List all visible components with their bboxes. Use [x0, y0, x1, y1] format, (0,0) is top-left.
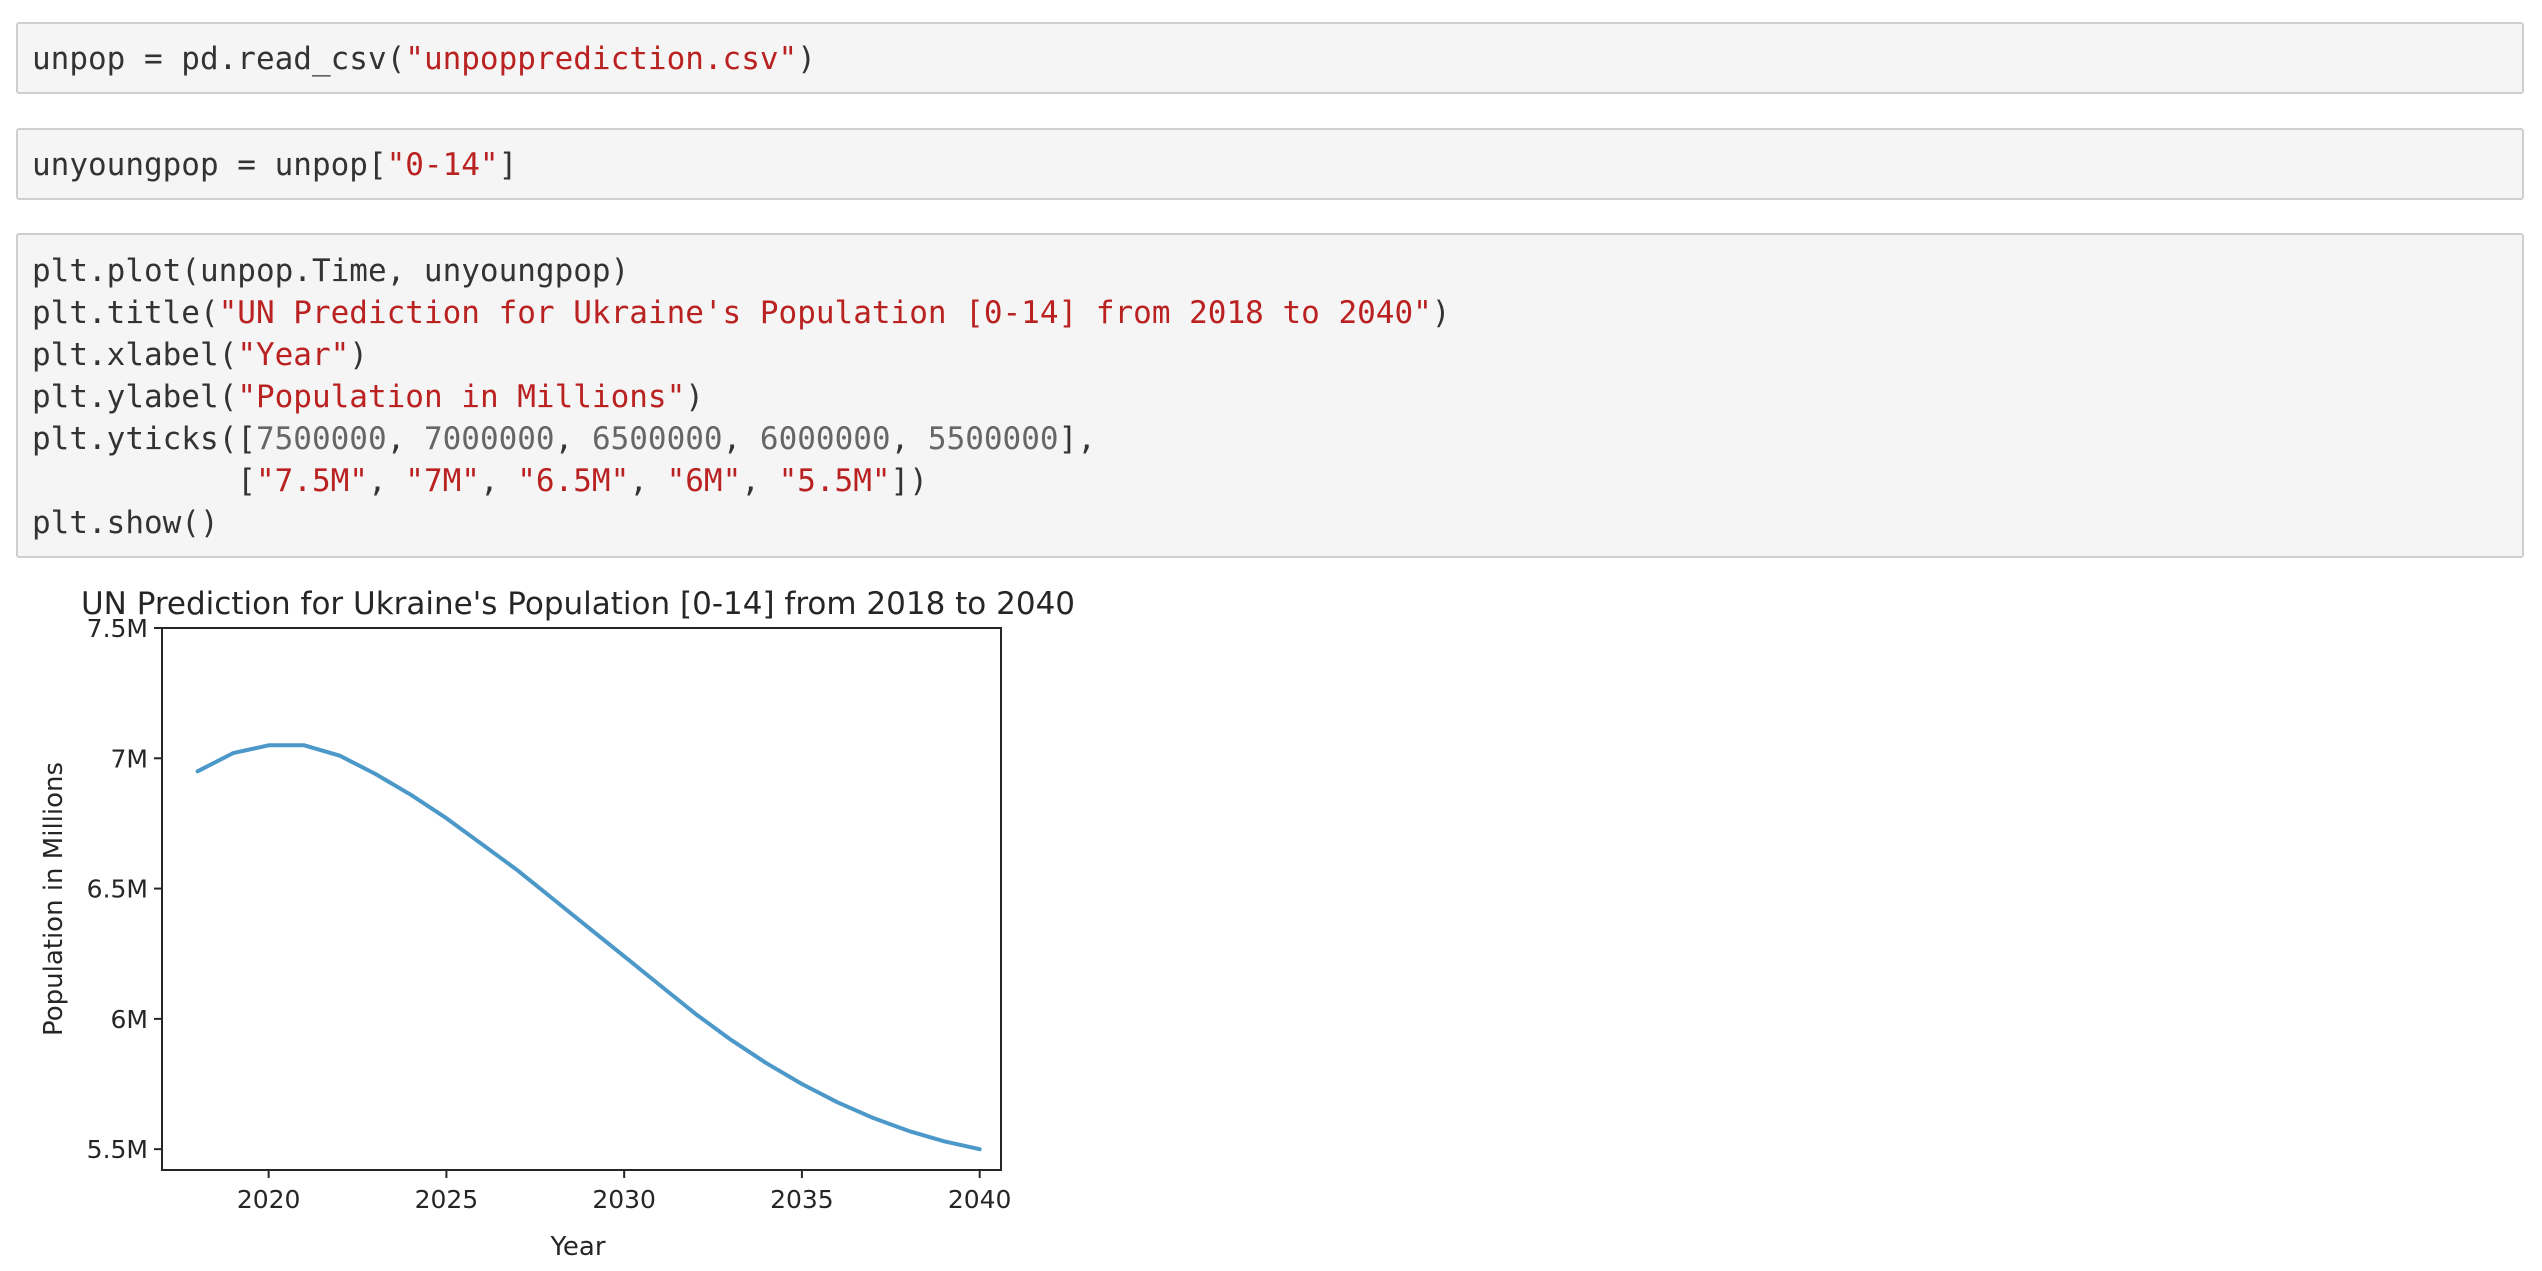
y-tick-label: 6.5M — [87, 875, 148, 904]
code-token: ] — [498, 147, 518, 183]
code-line: plt.show() — [32, 502, 2522, 544]
code-token: ) — [685, 379, 704, 415]
code-token: , — [479, 463, 518, 499]
plot-area — [161, 627, 1002, 1171]
code-token: "Population in Millions" — [237, 379, 686, 415]
code-editor[interactable]: plt.plot(unpop.Time, unyoungpop) plt.titl… — [18, 235, 2522, 544]
code-line: unpop = pd.read_csv("unpopprediction.csv… — [32, 38, 2522, 80]
code-token: "7M" — [405, 463, 480, 499]
code-token: "unpopprediction.csv" — [405, 41, 798, 77]
code-token: "UN Prediction for Ukraine's Population … — [218, 295, 1432, 331]
y-tick-label: 7.5M — [87, 614, 148, 643]
code-token: unyoungpop = unpop[ — [32, 147, 387, 183]
code-token: 7500000 — [255, 421, 387, 457]
line-chart: UN Prediction for Ukraine's Population [… — [39, 586, 1075, 1262]
x-tick-label: 2025 — [415, 1185, 479, 1214]
code-token: plt.yticks([ — [32, 421, 256, 457]
code-cell-plot[interactable]: plt.plot(unpop.Time, unyoungpop) plt.titl… — [16, 233, 2524, 558]
code-token: "7.5M" — [255, 463, 368, 499]
code-token: ) — [349, 337, 368, 373]
x-tick-label: 2040 — [948, 1185, 1012, 1214]
x-axis-label: Year — [549, 1232, 605, 1262]
code-line: plt.plot(unpop.Time, unyoungpop) — [32, 250, 2522, 292]
code-token: "0-14" — [386, 147, 499, 183]
code-editor[interactable]: unpop = pd.read_csv("unpopprediction.csv… — [18, 24, 2522, 80]
x-axis: 2020 2025 2030 2035 2040 — [237, 1170, 1012, 1214]
code-line: ["7.5M", "7M", "6.5M", "6M", "5.5M"]) — [32, 460, 2522, 502]
code-token: ], — [1058, 421, 1096, 457]
code-line: unyoungpop = unpop["0-14"] — [32, 144, 2522, 186]
code-token: 6500000 — [591, 421, 723, 457]
code-token: "6M" — [666, 463, 742, 499]
x-tick-label: 2035 — [770, 1185, 834, 1214]
code-token: "6.5M" — [517, 463, 630, 499]
series-line — [195, 743, 982, 1152]
code-token: ) — [1431, 295, 1451, 331]
code-editor[interactable]: unyoungpop = unpop["0-14"] — [18, 130, 2522, 186]
y-axis-label: Population in Millions — [39, 762, 69, 1036]
code-token: , — [554, 421, 592, 457]
code-token: unpop = pd.read_csv( — [32, 41, 406, 77]
code-line: plt.ylabel("Population in Millions") — [32, 376, 2522, 418]
chart-title: UN Prediction for Ukraine's Population [… — [81, 586, 1075, 622]
code-token: 5500000 — [927, 421, 1059, 457]
y-tick-label: 7M — [111, 744, 148, 773]
code-token: plt.ylabel( — [32, 379, 238, 415]
code-token: [ — [32, 463, 256, 499]
code-token: plt.title( — [32, 295, 219, 331]
code-token: ) — [797, 41, 816, 77]
code-token: , — [386, 421, 424, 457]
code-token: , — [629, 463, 667, 499]
code-token: plt.plot(unpop.Time, unyoungpop) — [32, 253, 630, 289]
code-token: 6000000 — [759, 421, 891, 457]
code-token: plt.show() — [32, 505, 219, 541]
code-line: plt.title("UN Prediction for Ukraine's P… — [32, 292, 2522, 334]
code-token: , — [741, 463, 779, 499]
y-tick-label: 6M — [111, 1005, 148, 1034]
code-line: plt.xlabel("Year") — [32, 334, 2522, 376]
code-cell-select-column[interactable]: unyoungpop = unpop["0-14"] — [16, 128, 2524, 200]
code-token: 7000000 — [423, 421, 555, 457]
y-axis: 7.5M 7M 6.5M 6M 5.5M — [87, 614, 162, 1164]
y-tick-label: 5.5M — [87, 1135, 148, 1164]
code-line: plt.yticks([7500000, 7000000, 6500000, 6… — [32, 418, 2522, 460]
x-tick-label: 2030 — [592, 1185, 656, 1214]
x-tick-label: 2020 — [237, 1185, 301, 1214]
code-token: "5.5M" — [778, 463, 891, 499]
code-token: , — [890, 421, 928, 457]
code-token: plt.xlabel( — [32, 337, 238, 373]
code-token: , — [367, 463, 406, 499]
code-token: , — [722, 421, 760, 457]
code-token: ]) — [890, 463, 928, 499]
code-token: "Year" — [237, 337, 350, 373]
code-cell-read-csv[interactable]: unpop = pd.read_csv("unpopprediction.csv… — [16, 22, 2524, 94]
output-figure: UN Prediction for Ukraine's Population [… — [16, 570, 1116, 1267]
